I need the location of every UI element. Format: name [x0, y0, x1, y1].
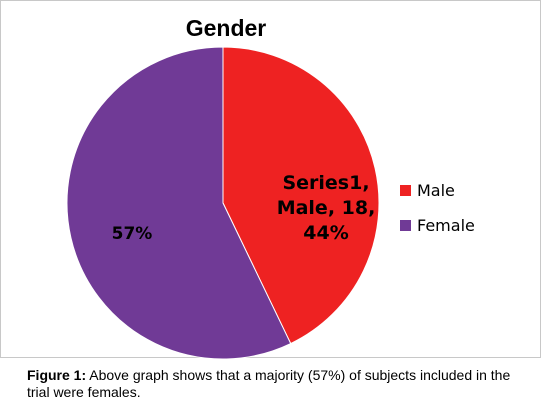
pie-slice-male [222, 46, 380, 345]
legend-swatch-female [400, 220, 411, 231]
pie-chart: Series1, Male, 18, 44% 57% [66, 46, 380, 359]
caption-text: Above graph shows that a majority (57%) … [27, 367, 511, 400]
pie-slice-female [66, 46, 292, 359]
legend-label-female: Female [417, 216, 475, 235]
legend-item-male: Male [400, 173, 475, 208]
chart-title: Gender [185, 15, 267, 41]
legend-item-female: Female [400, 208, 475, 243]
data-label-female: 57% [112, 224, 153, 244]
legend-label-male: Male [417, 181, 455, 200]
chart-area: Gender Series1, Male, 18, 44% 57% Male Fema… [0, 0, 541, 359]
figure-caption: Figure 1: Above graph shows that a major… [27, 367, 527, 401]
legend-swatch-male [400, 185, 411, 196]
data-label-male: Series1, Male, 18, 44% [277, 172, 376, 244]
caption-label: Figure 1: [27, 367, 87, 383]
legend: Male Female [400, 173, 475, 243]
